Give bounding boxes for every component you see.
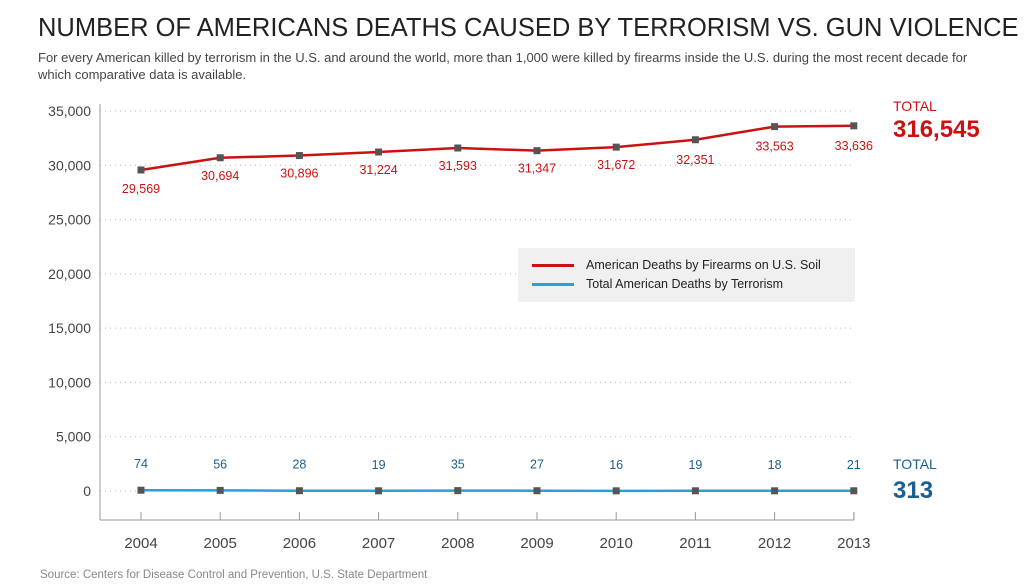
data-point-firearms <box>771 123 779 131</box>
series-line-firearms <box>140 124 854 172</box>
data-label-terrorism: 35 <box>451 458 465 472</box>
firearms-total-value: 316,545 <box>893 116 980 143</box>
legend-item-terrorism: Total American Deaths by Terrorism <box>532 275 783 293</box>
data-point-terrorism <box>454 487 462 495</box>
legend-item-firearms: American Deaths by Firearms on U.S. Soil <box>532 256 821 274</box>
data-point-terrorism <box>137 486 145 494</box>
y-tick-label: 30,000 <box>48 157 91 173</box>
data-label-firearms: 31,224 <box>359 163 397 177</box>
y-tick-label: 5,000 <box>56 429 91 445</box>
data-label-terrorism: 56 <box>213 457 227 471</box>
x-tick-label: 2008 <box>441 535 474 552</box>
y-tick-label: 0 <box>83 483 91 499</box>
terrorism-total-value: 313 <box>893 477 934 504</box>
data-point-firearms <box>295 152 303 160</box>
x-tick-label: 2010 <box>600 535 633 552</box>
data-label-firearms: 33,563 <box>755 140 793 154</box>
data-point-firearms <box>612 143 620 151</box>
data-label-terrorism: 19 <box>372 458 386 472</box>
y-tick-label: 35,000 <box>48 103 91 119</box>
terrorism-total-label: TOTAL <box>893 456 937 472</box>
data-point-terrorism <box>533 487 541 495</box>
data-point-firearms <box>454 144 462 152</box>
chart-title: NUMBER OF AMERICANS DEATHS CAUSED BY TER… <box>38 14 1019 42</box>
x-tick-label: 2004 <box>124 535 157 552</box>
data-label-firearms: 31,347 <box>518 162 556 176</box>
data-label-terrorism: 21 <box>847 458 861 472</box>
x-tick-label: 2013 <box>837 535 870 552</box>
data-label-terrorism: 74 <box>134 457 148 471</box>
data-point-firearms <box>533 147 541 155</box>
x-tick-label: 2012 <box>758 535 791 552</box>
x-tick-label: 2007 <box>362 535 395 552</box>
data-label-firearms: 33,636 <box>835 139 873 153</box>
x-tick-label: 2009 <box>520 535 553 552</box>
data-point-terrorism <box>691 487 699 495</box>
data-point-firearms <box>216 154 224 162</box>
y-tick-label: 25,000 <box>48 212 91 228</box>
x-tick-label: 2005 <box>204 535 237 552</box>
data-label-firearms: 30,896 <box>280 167 318 181</box>
legend-swatch-terrorism <box>532 282 574 286</box>
data-point-firearms <box>691 136 699 144</box>
data-label-terrorism: 28 <box>292 458 306 472</box>
data-label-terrorism: 16 <box>609 458 623 472</box>
chart-subtitle: For every American killed by terrorism i… <box>38 50 968 82</box>
data-point-terrorism <box>295 487 303 495</box>
legend-swatch-firearms <box>532 263 574 267</box>
firearms-total-label: TOTAL <box>893 98 937 114</box>
data-label-firearms: 31,672 <box>597 158 635 172</box>
data-label-terrorism: 18 <box>768 458 782 472</box>
chart-legend: American Deaths by Firearms on U.S. Soil… <box>518 248 855 302</box>
data-point-terrorism <box>771 487 779 495</box>
legend-label-terrorism: Total American Deaths by Terrorism <box>586 277 784 291</box>
data-point-terrorism <box>375 487 383 495</box>
x-tick-label: 2006 <box>283 535 316 552</box>
y-tick-label: 20,000 <box>48 266 91 282</box>
y-tick-label: 10,000 <box>48 374 91 390</box>
series-line-terrorism <box>140 488 854 493</box>
data-label-firearms: 31,593 <box>439 159 477 173</box>
data-label-firearms: 30,694 <box>201 169 239 183</box>
data-point-terrorism <box>850 487 858 495</box>
legend-label-firearms: American Deaths by Firearms on U.S. Soil <box>586 258 821 272</box>
data-point-firearms <box>375 148 383 156</box>
data-label-firearms: 29,569 <box>122 182 160 196</box>
data-point-terrorism <box>612 487 620 495</box>
x-tick-label: 2011 <box>679 535 711 552</box>
data-label-terrorism: 27 <box>530 458 544 472</box>
y-tick-label: 15,000 <box>48 320 91 336</box>
data-label-terrorism: 19 <box>688 458 702 472</box>
source-note: Source: Centers for Disease Control and … <box>40 569 428 581</box>
data-point-firearms <box>137 166 145 174</box>
data-point-firearms <box>850 122 858 130</box>
data-label-firearms: 32,351 <box>676 153 714 167</box>
data-point-terrorism <box>216 486 224 494</box>
